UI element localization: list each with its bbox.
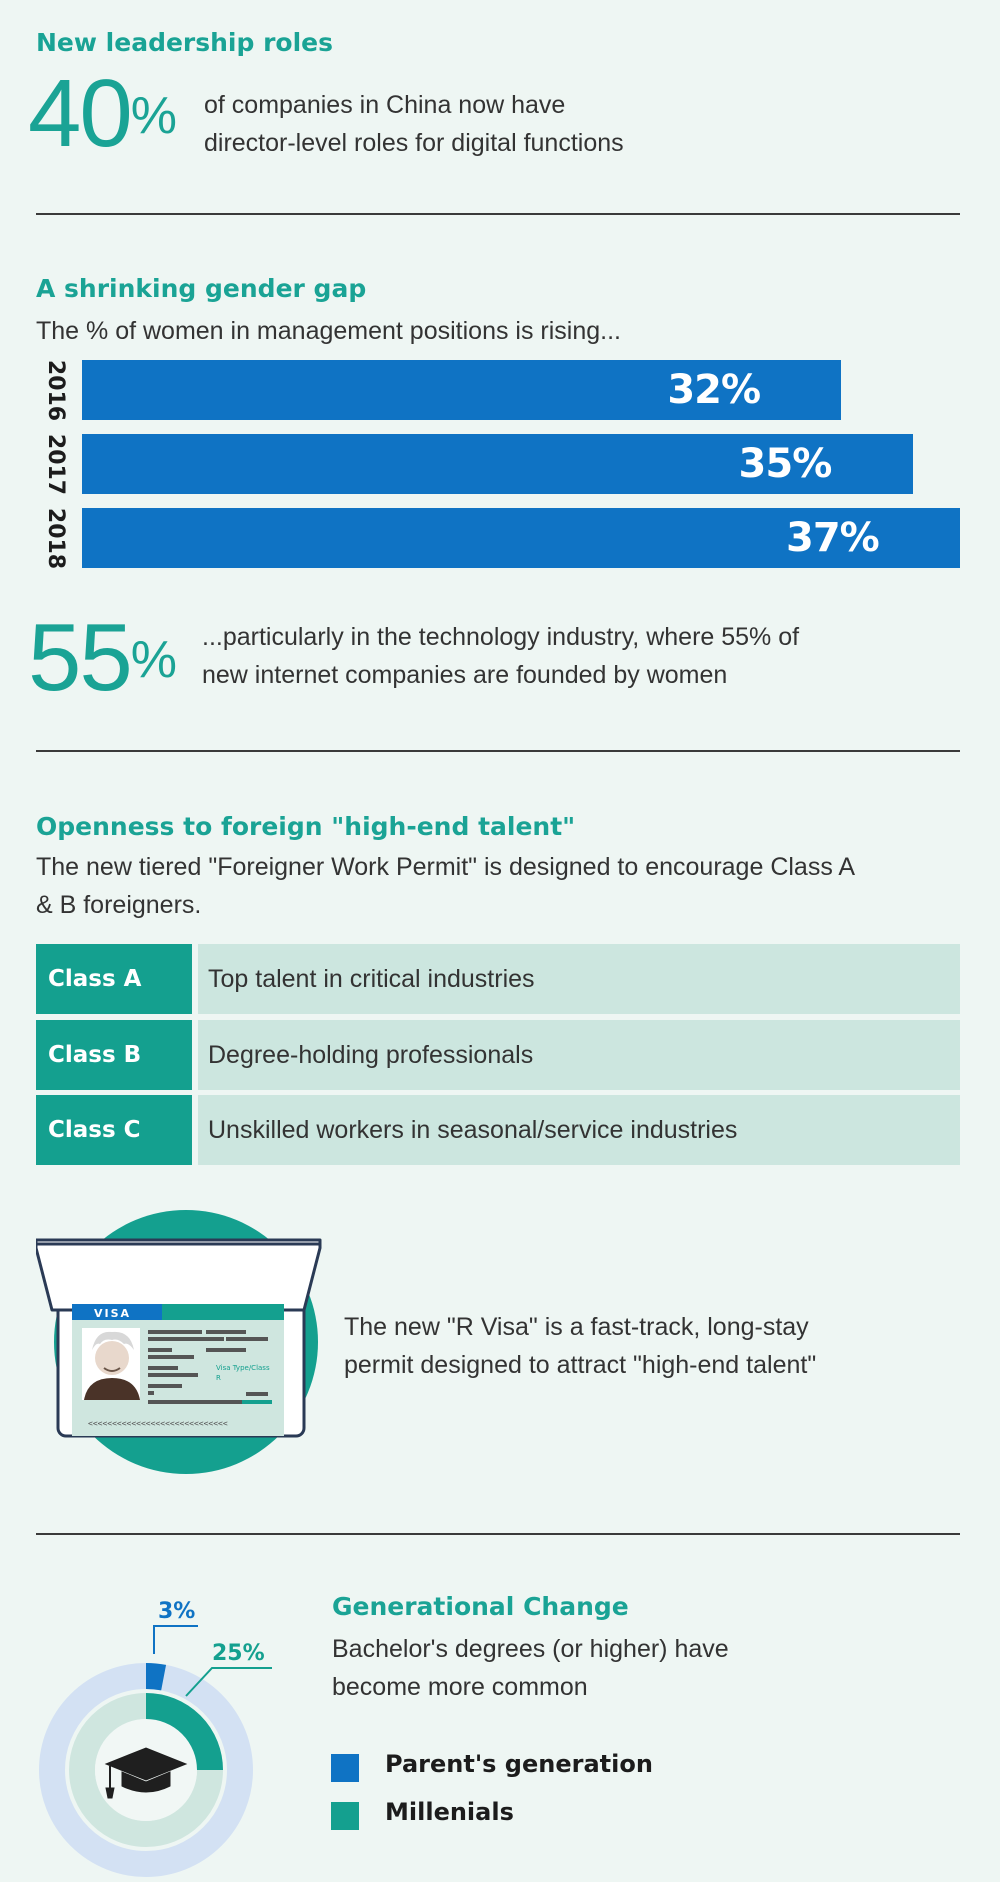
legend-swatch-millenials <box>331 1802 359 1830</box>
visa-card-header-left <box>72 1304 162 1320</box>
legend-swatch-parents <box>331 1754 359 1782</box>
divider-2 <box>36 750 960 752</box>
description-cell: Degree-holding professionals <box>198 1020 960 1090</box>
visa-mrz: <<<<<<<<<<<<<<<<<<<<<<<<<<<<< <box>88 1419 228 1428</box>
table-row: Class C Unskilled workers in seasonal/se… <box>36 1095 960 1165</box>
bar-2016 <box>82 360 842 420</box>
graduation-cap-icon <box>104 1747 188 1799</box>
visa-type-value: R <box>216 1374 221 1382</box>
bar-category-label: 2016 <box>43 359 69 421</box>
table-row: Class A Top talent in critical industrie… <box>36 944 960 1014</box>
divider-3 <box>36 1533 960 1535</box>
bar-value-label: 37% <box>786 515 880 561</box>
generational-line-1: Bachelor's degrees (or higher) have <box>332 1635 729 1663</box>
gender-heading: A shrinking gender gap <box>36 274 367 303</box>
visa-card-header-right <box>162 1304 284 1320</box>
women-management-bar-chart: 2016 32% 2017 35% 2018 37% <box>36 358 960 572</box>
bar-2017 <box>82 434 913 494</box>
gender-big-percent: 55% <box>28 610 177 706</box>
description-cell: Top talent in critical industries <box>198 944 960 1014</box>
leadership-line-1: of companies in China now have <box>204 91 566 119</box>
description-cell: Unskilled workers in seasonal/service in… <box>198 1095 960 1165</box>
table-row: Class B Degree-holding professionals <box>36 1020 960 1090</box>
legend-label-millenials: Millenials <box>385 1798 514 1826</box>
bar-value-label: 35% <box>738 441 833 487</box>
leadership-big-suffix: % <box>130 87 177 145</box>
donut-segment-millenials <box>145 1693 223 1771</box>
generational-heading: Generational Change <box>332 1592 629 1621</box>
donut-segment-parents <box>145 1663 167 1691</box>
leadership-line-2: director-level roles for digital functio… <box>204 129 624 157</box>
parents-leader-line <box>153 1625 198 1654</box>
leadership-big-percent: 40% <box>28 66 177 162</box>
bar-2018 <box>82 508 960 568</box>
generational-line-2: become more common <box>332 1673 588 1701</box>
openness-line-2: & B foreigners. <box>36 891 202 919</box>
visa-illustration: VISA Visa Type/Class R <<<<<<<<<<<<<<<<<… <box>36 1210 322 1474</box>
openness-line-1: The new tiered "Foreigner Work Permit" i… <box>36 853 856 881</box>
legend-label-parents: Parent's generation <box>385 1750 653 1778</box>
divider-1 <box>36 213 960 215</box>
leadership-heading: New leadership roles <box>36 28 334 57</box>
bar-category-label: 2018 <box>43 507 69 569</box>
class-cell: Class A <box>36 944 192 1014</box>
openness-heading: Openness to foreign "high-end talent" <box>36 812 576 841</box>
class-cell: Class C <box>36 1095 192 1165</box>
visa-folder-flap <box>36 1238 322 1312</box>
class-cell: Class B <box>36 1020 192 1090</box>
degree-donut-chart: 3% 25% <box>39 1599 272 1877</box>
infographic: New leadership roles 40% of companies in… <box>28 0 960 1882</box>
gender-subtitle: The % of women in management positions i… <box>36 317 621 345</box>
gender-line-1: ...particularly in the technology indust… <box>202 623 800 651</box>
bar-value-label: 32% <box>667 367 761 413</box>
leadership-big-value: 40 <box>28 60 133 167</box>
parents-value-label: 3% <box>158 1599 195 1624</box>
millenials-leader-line <box>185 1667 272 1697</box>
visa-card-title: VISA <box>94 1307 131 1320</box>
gender-line-2: new internet companies are founded by wo… <box>202 661 728 689</box>
visa-line-1: The new "R Visa" is a fast-track, long-s… <box>344 1313 809 1341</box>
gender-big-value: 55 <box>28 604 133 711</box>
gender-big-suffix: % <box>130 631 177 689</box>
visa-line-2: permit designed to attract "high-end tal… <box>344 1351 817 1379</box>
bar-category-label: 2017 <box>43 433 69 495</box>
millenials-value-label: 25% <box>212 1641 265 1666</box>
visa-type-label: Visa Type/Class <box>216 1364 270 1372</box>
